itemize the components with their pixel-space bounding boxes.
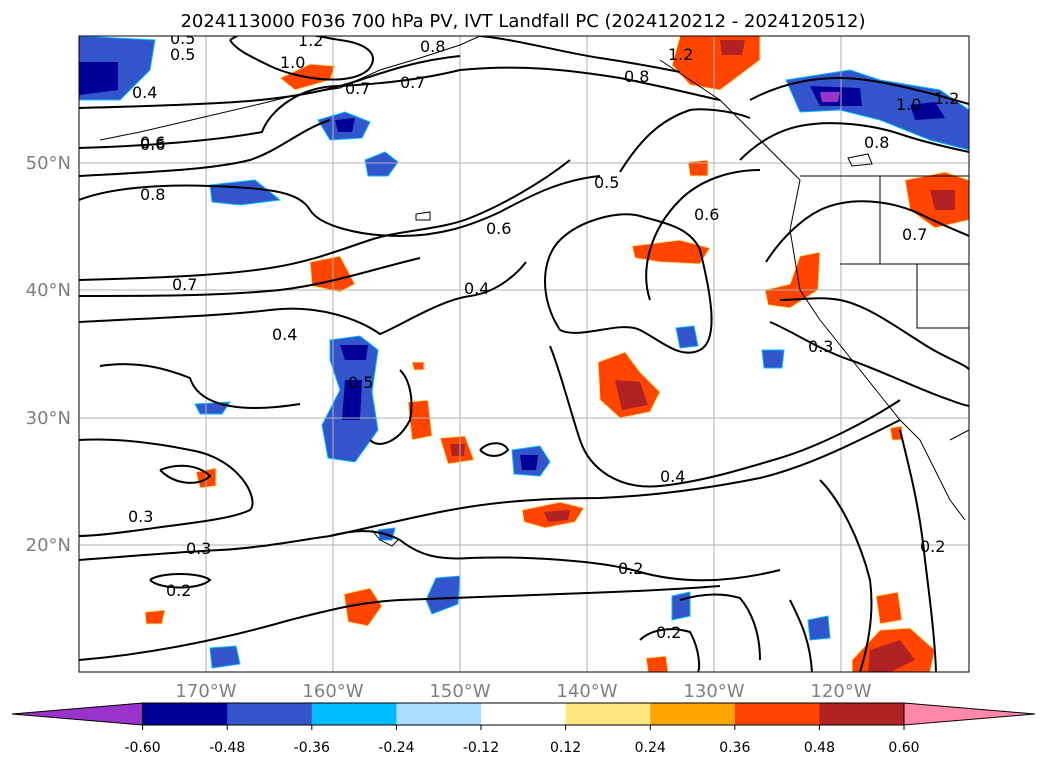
graticule — [79, 36, 969, 672]
colorbar-segment — [819, 703, 905, 725]
longitude-labels: 170°W 160°W 150°W 140°W 130°W 120°W — [175, 681, 871, 702]
lat-label: 50°N — [26, 153, 71, 174]
contour-label: 0.4 — [272, 325, 297, 344]
lon-label: 160°W — [302, 681, 363, 702]
contour-label: 0.4 — [464, 279, 489, 298]
colorbar-extend-high — [903, 702, 1036, 726]
contour-label: 0.5 — [594, 173, 619, 192]
latitude-labels: 50°N 40°N 30°N 20°N — [26, 153, 71, 556]
lon-label: 150°W — [429, 681, 490, 702]
lon-label: 140°W — [556, 681, 617, 702]
lat-label: 40°N — [26, 280, 71, 301]
colorbar-extend-low — [11, 702, 144, 726]
contour-label: 0.2 — [656, 623, 681, 642]
colorbar-tick-label: -0.48 — [209, 740, 245, 756]
contour-label: 0.2 — [618, 559, 643, 578]
lon-label: 170°W — [175, 681, 236, 702]
lon-label: 130°W — [683, 681, 744, 702]
colorbar-tick-label: -0.36 — [294, 740, 330, 756]
contour-label: 0.2 — [920, 537, 945, 556]
pv-contours — [79, 36, 969, 672]
negative-anomaly-blobs — [79, 36, 969, 669]
contour-label: 0.3 — [808, 337, 833, 356]
map-border — [78, 35, 970, 673]
colorbar-tick-label: 0.24 — [635, 740, 666, 756]
colorbar-tick-label: 0.60 — [888, 740, 919, 756]
contour-label: 0.6 — [486, 219, 511, 238]
contour-label: 1.2 — [668, 45, 693, 64]
contour-label: 0.8 — [420, 37, 445, 56]
map-area: 1.2 1.0 0.8 0.7 0.7 0.6 0.5 0.4 1.2 0.8 … — [79, 29, 969, 672]
contour-label: 0.8 — [140, 185, 165, 204]
positive-anomaly-blobs — [144, 36, 969, 672]
colorbar-segment — [396, 703, 482, 725]
colorbar-segment — [311, 703, 397, 725]
colorbar-segment — [227, 703, 313, 725]
colorbar-tick-label: 0.36 — [719, 740, 750, 756]
contour-label: 0.2 — [166, 581, 191, 600]
colorbar-tick-label: 0.48 — [804, 740, 835, 756]
contour-label: 0.3 — [186, 539, 211, 558]
colorbar-tick-label: -0.12 — [463, 740, 499, 756]
lon-label: 120°W — [810, 681, 871, 702]
lat-label: 20°N — [26, 535, 71, 556]
colorbar-segment — [481, 703, 567, 725]
contour-label: 0.7 — [902, 225, 927, 244]
contour-label: 0.4 — [660, 467, 685, 486]
contour-label: 0.7 — [345, 79, 370, 98]
coastlines — [99, 36, 969, 547]
contour-label: 0.5 — [170, 45, 195, 64]
contour-label: 0.6 — [140, 135, 165, 154]
contour-label: 1.0 — [896, 95, 921, 114]
lat-label: 30°N — [26, 408, 71, 429]
colorbar-segment — [734, 703, 820, 725]
colorbar — [11, 702, 1036, 726]
contour-label: 0.7 — [400, 73, 425, 92]
contour-label: 0.8 — [624, 67, 649, 86]
contour-label: 1.0 — [280, 53, 305, 72]
colorbar-outline — [142, 702, 905, 726]
contour-label: 0.5 — [170, 29, 195, 48]
contour-label: 1.2 — [934, 89, 959, 108]
colorbar-segment — [650, 703, 736, 725]
contour-label: 1.2 — [298, 31, 323, 50]
colorbar-tick-label: -0.24 — [378, 740, 414, 756]
contour-labels: 1.2 1.0 0.8 0.7 0.7 0.6 0.5 0.4 1.2 0.8 … — [128, 29, 959, 642]
contour-label: 0.4 — [132, 83, 157, 102]
colorbar-tick-label: 0.12 — [550, 740, 581, 756]
colorbar-tick-labels: -0.60 -0.48 -0.36 -0.24 -0.12 0.12 0.24 0.36 0.4… — [124, 725, 920, 756]
contour-label: 0.8 — [864, 133, 889, 152]
contour-label: 0.7 — [172, 275, 197, 294]
colorbar-tick-label: -0.60 — [124, 740, 160, 756]
contour-label: 0.6 — [140, 133, 165, 152]
contour-label: 0.5 — [348, 373, 373, 392]
colorbar-segment — [142, 703, 228, 725]
contour-label: 0.6 — [694, 205, 719, 224]
colorbar-segment — [565, 703, 651, 725]
map-title: 2024113000 F036 700 hPa PV, IVT Landfall… — [180, 11, 865, 32]
contour-label: 0.3 — [128, 507, 153, 526]
